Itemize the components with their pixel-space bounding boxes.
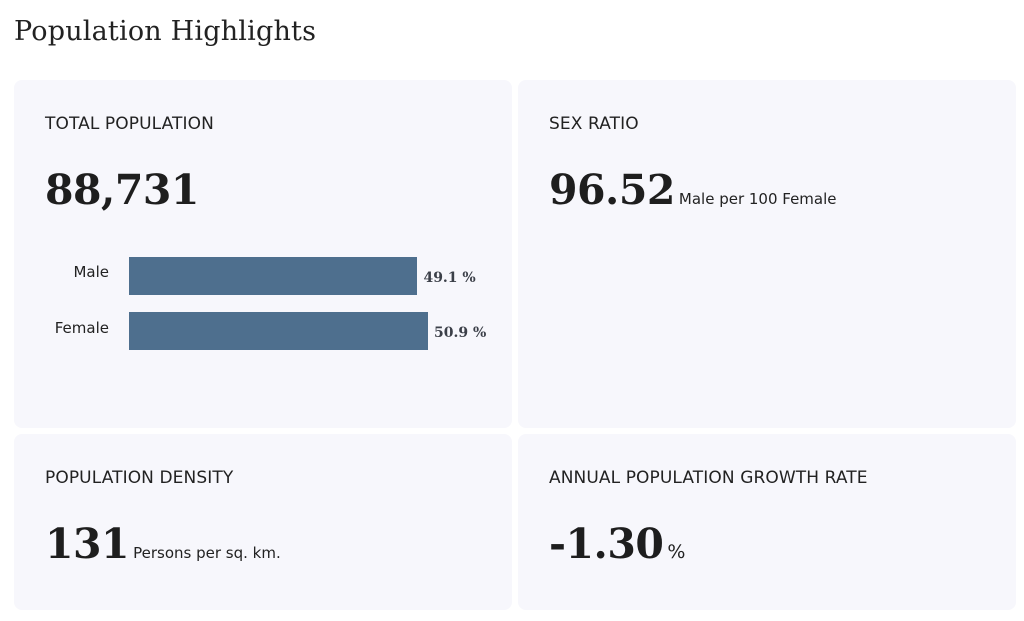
female-bar-label: Female bbox=[54, 319, 109, 337]
population-density-label: POPULATION DENSITY bbox=[45, 468, 234, 488]
total-population-label: TOTAL POPULATION bbox=[45, 114, 214, 134]
female-bar-value: 50.9 % bbox=[434, 325, 487, 341]
growth-rate-value: -1.30 bbox=[549, 520, 664, 568]
growth-rate-stat: -1.30 % bbox=[549, 520, 685, 568]
population-density-value: 131 bbox=[45, 520, 130, 568]
growth-rate-label: ANNUAL POPULATION GROWTH RATE bbox=[549, 468, 868, 488]
population-density-stat: 131 Persons per sq. km. bbox=[45, 520, 281, 568]
growth-rate-unit: % bbox=[667, 541, 686, 563]
sex-ratio-unit: Male per 100 Female bbox=[678, 190, 837, 208]
male-bar bbox=[129, 257, 418, 295]
total-population-stat: 88,731 bbox=[45, 166, 199, 214]
male-bar-value: 49.1 % bbox=[423, 270, 476, 286]
page-title: Population Highlights bbox=[14, 16, 317, 47]
sex-ratio-label: SEX RATIO bbox=[549, 114, 639, 134]
total-population-card: TOTAL POPULATION 88,731 Male 49.1 % Fema… bbox=[14, 80, 512, 428]
population-density-unit: Persons per sq. km. bbox=[133, 544, 281, 562]
growth-rate-card: ANNUAL POPULATION GROWTH RATE -1.30 % bbox=[518, 434, 1016, 610]
sex-ratio-stat: 96.52 Male per 100 Female bbox=[549, 166, 837, 214]
sex-ratio-value: 96.52 bbox=[549, 166, 675, 214]
female-bar bbox=[129, 312, 429, 350]
total-population-value: 88,731 bbox=[45, 166, 199, 214]
population-density-card: POPULATION DENSITY 131 Persons per sq. k… bbox=[14, 434, 512, 610]
sex-ratio-card: SEX RATIO 96.52 Male per 100 Female bbox=[518, 80, 1016, 428]
male-bar-label: Male bbox=[73, 263, 109, 281]
gender-bar-chart: Male 49.1 % Female 50.9 % bbox=[14, 80, 512, 428]
